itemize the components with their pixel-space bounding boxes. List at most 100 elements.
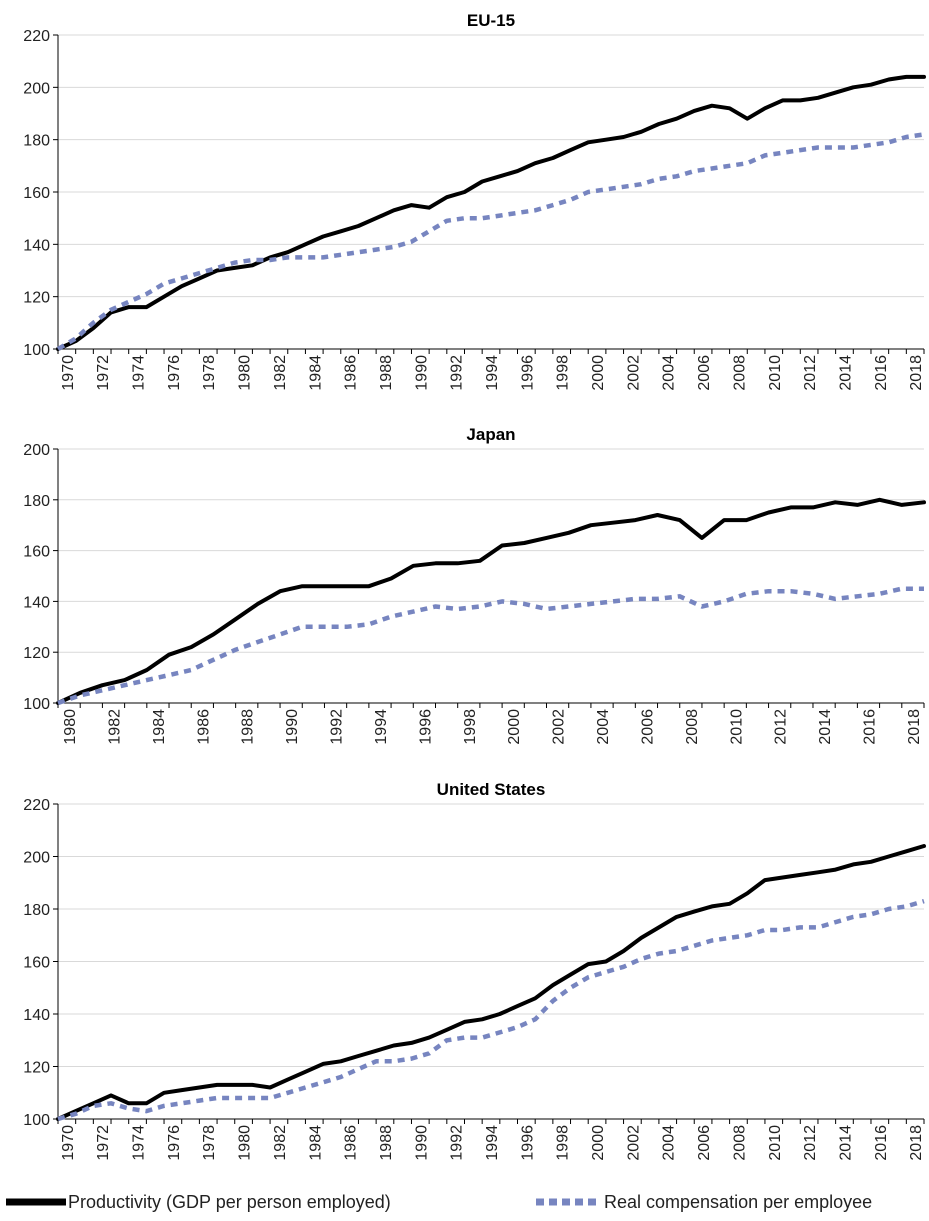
y-tick-label: 140 [23, 237, 50, 254]
x-tick-label: 1992 [449, 1125, 466, 1161]
x-tick-label: 1998 [555, 1125, 572, 1161]
chart-panel-0: EU-15 100 120 140 160 180 200 220 1970 1972 1974 19… [23, 11, 926, 391]
x-tick-label: 1982 [272, 355, 289, 391]
x-tick-label: 1970 [60, 355, 77, 391]
chart-title: Japan [466, 425, 515, 444]
series-line-compensation [56, 132, 925, 351]
y-tick-label: 220 [23, 797, 50, 814]
x-tick-label: 2002 [625, 1125, 642, 1161]
legend: Productivity (GDP per person employed) Re… [6, 1192, 872, 1212]
y-tick-label: 160 [23, 544, 50, 561]
y-tick-label: 200 [23, 80, 50, 97]
x-tick-label: 1988 [378, 355, 395, 391]
x-tick-label: 1998 [462, 709, 479, 745]
y-tick-label: 120 [23, 645, 50, 662]
series-line-compensation [57, 898, 925, 1122]
x-tick-label: 2006 [639, 709, 656, 745]
y-tick-label: 140 [23, 1007, 50, 1024]
x-tick-label: 2000 [506, 709, 523, 745]
x-tick-label: 1990 [413, 1125, 430, 1161]
y-tick-label: 180 [23, 493, 50, 510]
chart-title: EU-15 [467, 11, 515, 30]
x-tick-label: 2010 [728, 709, 745, 745]
x-tick-label: 1984 [307, 355, 324, 391]
x-tick-label: 1984 [151, 709, 168, 745]
x-tick-label: 2018 [906, 709, 923, 745]
x-tick-label: 1974 [131, 1125, 148, 1161]
y-tick-label: 160 [23, 185, 50, 202]
x-tick-label: 1990 [413, 355, 430, 391]
y-tick-label: 160 [23, 955, 50, 972]
x-tick-label: 1978 [201, 355, 218, 391]
x-tick-label: 1992 [329, 709, 346, 745]
x-tick-label: 2012 [773, 709, 790, 745]
y-tick-label: 100 [23, 342, 50, 359]
x-tick-label: 1978 [201, 1125, 218, 1161]
x-tick-label: 1992 [449, 355, 466, 391]
series-line-compensation [57, 586, 924, 706]
x-tick-label: 2012 [802, 1125, 819, 1161]
x-tick-label: 2004 [661, 355, 678, 391]
x-tick-label: 1972 [95, 1125, 112, 1161]
x-tick-label: 2014 [837, 355, 854, 391]
y-tick-label: 120 [23, 1060, 50, 1077]
x-tick-label: 1988 [378, 1125, 395, 1161]
x-tick-label: 2016 [873, 1125, 890, 1161]
x-tick-label: 1980 [62, 709, 79, 745]
x-tick-label: 2000 [590, 1125, 607, 1161]
x-tick-label: 1974 [131, 355, 148, 391]
y-tick-label: 180 [23, 133, 50, 150]
x-tick-label: 1996 [417, 709, 434, 745]
y-tick-label: 100 [23, 696, 50, 713]
chart-title: United States [437, 780, 546, 799]
x-tick-label: 2004 [595, 709, 612, 745]
x-tick-label: 2008 [731, 1125, 748, 1161]
x-tick-label: 1980 [237, 1125, 254, 1161]
x-tick-label: 2002 [625, 355, 642, 391]
x-tick-label: 1976 [166, 1125, 183, 1161]
y-tick-label: 220 [23, 28, 50, 45]
y-tick-label: 140 [23, 594, 50, 611]
x-tick-label: 2002 [551, 709, 568, 745]
x-tick-label: 1994 [484, 1125, 501, 1161]
x-tick-label: 1994 [373, 709, 390, 745]
x-tick-label: 2006 [696, 1125, 713, 1161]
x-tick-label: 2010 [767, 355, 784, 391]
legend-label-compensation: Real compensation per employee [604, 1192, 872, 1212]
y-tick-label: 200 [23, 850, 50, 867]
x-tick-label: 1996 [519, 355, 536, 391]
x-tick-label: 1996 [519, 1125, 536, 1161]
x-tick-label: 2010 [767, 1125, 784, 1161]
x-tick-label: 1994 [484, 355, 501, 391]
x-tick-label: 2012 [802, 355, 819, 391]
x-tick-label: 1986 [195, 709, 212, 745]
x-tick-label: 2018 [908, 355, 925, 391]
series-line-productivity [56, 844, 926, 1121]
x-tick-label: 2006 [696, 355, 713, 391]
x-tick-label: 1982 [272, 1125, 289, 1161]
x-tick-label: 2016 [873, 355, 890, 391]
x-tick-label: 2008 [684, 709, 701, 745]
x-tick-label: 1976 [166, 355, 183, 391]
series-line-productivity [56, 497, 926, 705]
legend-label-productivity: Productivity (GDP per person employed) [68, 1192, 391, 1212]
series-line-productivity [56, 74, 926, 351]
x-tick-label: 1980 [237, 355, 254, 391]
chart-panel-1: Japan 100 120 140 160 180 200 1980 1982 1984 1986 1… [23, 425, 926, 745]
x-tick-label: 1984 [307, 1125, 324, 1161]
x-tick-label: 2008 [731, 355, 748, 391]
y-tick-label: 100 [23, 1112, 50, 1129]
x-tick-label: 2000 [590, 355, 607, 391]
x-tick-label: 2014 [837, 1125, 854, 1161]
x-tick-label: 1990 [284, 709, 301, 745]
y-tick-label: 180 [23, 902, 50, 919]
y-tick-label: 120 [23, 290, 50, 307]
y-tick-label: 200 [23, 442, 50, 459]
x-tick-label: 2014 [817, 709, 834, 745]
x-tick-label: 1982 [107, 709, 124, 745]
x-tick-label: 1970 [60, 1125, 77, 1161]
x-tick-label: 2018 [908, 1125, 925, 1161]
chart-panel-2: United States 100 120 140 160 180 200 220 1970 19… [23, 780, 926, 1161]
